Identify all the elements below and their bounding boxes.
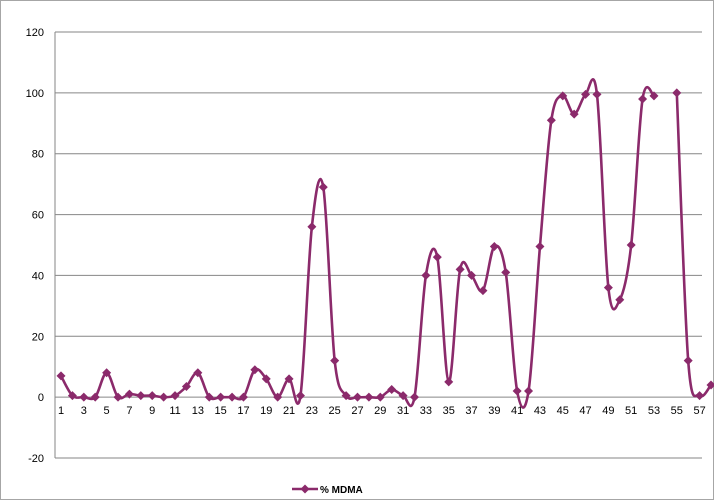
data-point bbox=[683, 356, 693, 366]
x-tick-label: 43 bbox=[534, 405, 546, 417]
data-point bbox=[649, 91, 659, 101]
x-tick-label: 41 bbox=[511, 405, 523, 417]
data-point bbox=[706, 380, 714, 390]
y-tick-label: 40 bbox=[32, 270, 44, 282]
legend-label: % MDMA bbox=[320, 485, 363, 496]
data-point bbox=[398, 391, 408, 401]
data-point bbox=[261, 374, 271, 384]
x-tick-label: 25 bbox=[329, 405, 341, 417]
data-point bbox=[284, 374, 294, 384]
x-tick-label: 31 bbox=[397, 405, 409, 417]
data-point bbox=[501, 267, 511, 277]
data-point bbox=[455, 264, 465, 274]
data-point bbox=[295, 391, 305, 401]
data-point bbox=[102, 368, 112, 378]
data-point bbox=[136, 391, 146, 401]
data-point bbox=[387, 385, 397, 395]
x-tick-label: 15 bbox=[215, 405, 227, 417]
data-point bbox=[444, 377, 454, 387]
y-tick-label: 100 bbox=[26, 88, 44, 100]
data-point bbox=[592, 89, 602, 99]
data-point bbox=[341, 391, 351, 401]
x-tick-label: 39 bbox=[488, 405, 500, 417]
x-tick-label: 1 bbox=[58, 405, 64, 417]
data-point bbox=[512, 386, 522, 396]
x-tick-label: 55 bbox=[671, 405, 683, 417]
x-tick-label: 21 bbox=[283, 405, 295, 417]
x-tick-label: 37 bbox=[465, 405, 477, 417]
x-tick-label: 29 bbox=[374, 405, 386, 417]
data-point bbox=[216, 392, 226, 402]
data-point bbox=[489, 242, 499, 252]
data-point bbox=[79, 392, 89, 402]
x-tick-label: 9 bbox=[149, 405, 155, 417]
data-point bbox=[204, 392, 214, 402]
x-tick-label: 7 bbox=[126, 405, 132, 417]
data-point bbox=[546, 115, 556, 125]
y-tick-label: 80 bbox=[32, 149, 44, 161]
data-point bbox=[330, 356, 340, 366]
x-tick-label: 51 bbox=[625, 405, 637, 417]
x-tick-label: 45 bbox=[557, 405, 569, 417]
y-tick-label: -20 bbox=[28, 453, 44, 465]
data-point bbox=[672, 88, 682, 98]
data-point bbox=[67, 391, 77, 401]
data-point bbox=[615, 295, 625, 305]
y-tick-label: 60 bbox=[32, 210, 44, 222]
legend-marker bbox=[300, 484, 310, 494]
x-tick-label: 19 bbox=[260, 405, 272, 417]
x-tick-label: 49 bbox=[602, 405, 614, 417]
data-point bbox=[364, 392, 374, 402]
x-tick-label: 11 bbox=[169, 405, 180, 417]
data-point bbox=[626, 240, 636, 250]
data-point bbox=[250, 365, 260, 375]
data-point bbox=[375, 392, 385, 402]
data-point bbox=[603, 283, 613, 293]
data-point bbox=[410, 392, 420, 402]
data-point bbox=[227, 392, 237, 402]
data-point bbox=[421, 270, 431, 280]
data-point bbox=[318, 182, 328, 192]
x-tick-label: 35 bbox=[443, 405, 455, 417]
series-line bbox=[675, 92, 713, 398]
series-line bbox=[59, 78, 656, 409]
data-point bbox=[181, 381, 191, 391]
data-point bbox=[638, 94, 648, 104]
data-point bbox=[147, 391, 157, 401]
data-point bbox=[581, 89, 591, 99]
x-tick-label: 5 bbox=[104, 405, 110, 417]
data-point bbox=[170, 391, 180, 401]
data-point bbox=[569, 109, 579, 119]
data-point bbox=[159, 392, 169, 402]
data-point bbox=[524, 386, 534, 396]
data-point bbox=[307, 222, 317, 232]
x-tick-label: 47 bbox=[579, 405, 591, 417]
x-tick-label: 33 bbox=[420, 405, 432, 417]
data-point bbox=[478, 286, 488, 296]
x-tick-label: 53 bbox=[648, 405, 660, 417]
y-tick-label: 0 bbox=[38, 392, 44, 404]
x-tick-label: 17 bbox=[237, 405, 249, 417]
x-tick-label: 3 bbox=[81, 405, 87, 417]
y-tick-label: 120 bbox=[26, 27, 44, 39]
x-tick-label: 13 bbox=[192, 405, 204, 417]
data-point bbox=[432, 252, 442, 262]
data-point bbox=[273, 392, 283, 402]
data-point bbox=[467, 270, 477, 280]
data-point bbox=[124, 389, 134, 399]
data-point bbox=[695, 391, 705, 401]
y-tick-label: 20 bbox=[32, 331, 44, 343]
x-tick-label: 27 bbox=[351, 405, 363, 417]
data-point bbox=[193, 368, 203, 378]
x-tick-label: 57 bbox=[693, 405, 705, 417]
x-tick-label: 23 bbox=[306, 405, 318, 417]
data-point bbox=[558, 91, 568, 101]
data-point bbox=[352, 392, 362, 402]
data-point bbox=[90, 392, 100, 402]
data-point bbox=[535, 242, 545, 252]
data-point bbox=[238, 392, 248, 402]
data-point bbox=[113, 392, 123, 402]
data-point bbox=[56, 371, 66, 381]
